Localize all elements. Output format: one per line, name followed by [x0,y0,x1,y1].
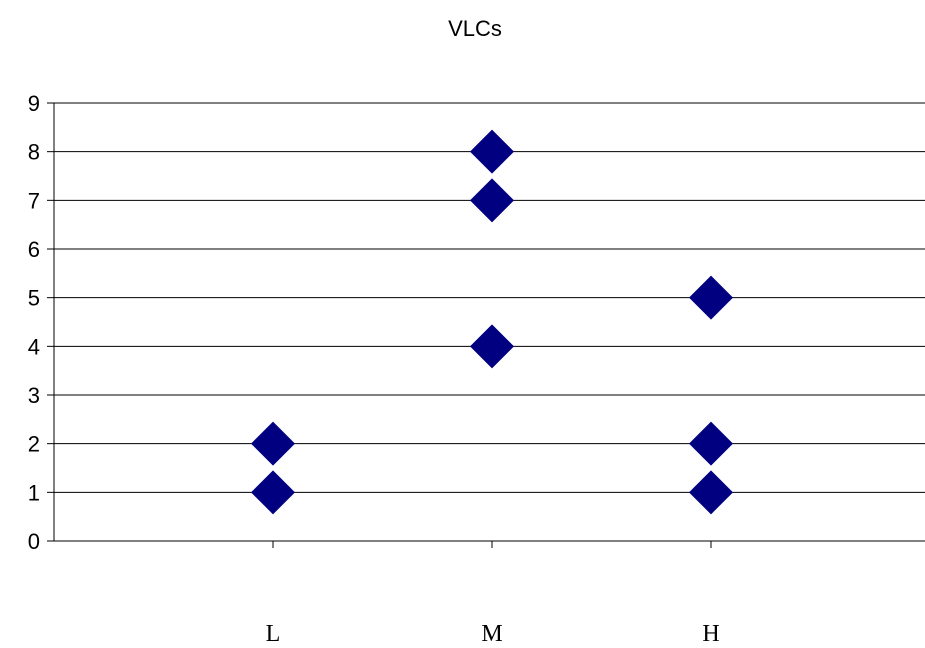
data-point-diamond [689,421,733,466]
x-tick-label: H [702,621,719,647]
data-points [251,129,733,515]
data-point-diamond [251,470,295,515]
data-point-diamond [251,421,295,466]
data-point-diamond [689,470,733,515]
y-tick-label: 1 [28,480,40,505]
y-tick-label: 4 [28,334,40,359]
axes [47,102,925,548]
x-tick-label: L [266,621,281,647]
y-tick-label: 5 [28,286,40,311]
y-tick-labels: 0 1 2 3 4 5 6 7 8 9 [28,91,40,554]
data-point-diamond [470,324,514,369]
y-tick-label: 6 [28,237,40,262]
y-tick-label: 9 [28,91,40,116]
chart-title: VLCs [448,16,502,41]
y-tick-label: 2 [28,432,40,457]
data-point-diamond [470,178,514,223]
gridlines [54,102,925,493]
y-tick-label: 8 [28,140,40,165]
data-point-diamond [689,275,733,320]
y-tick-label: 7 [28,188,40,213]
y-tick-label: 3 [28,383,40,408]
data-point-diamond [470,129,514,174]
x-tick-label: M [481,621,502,647]
y-tick-label: 0 [28,529,40,554]
